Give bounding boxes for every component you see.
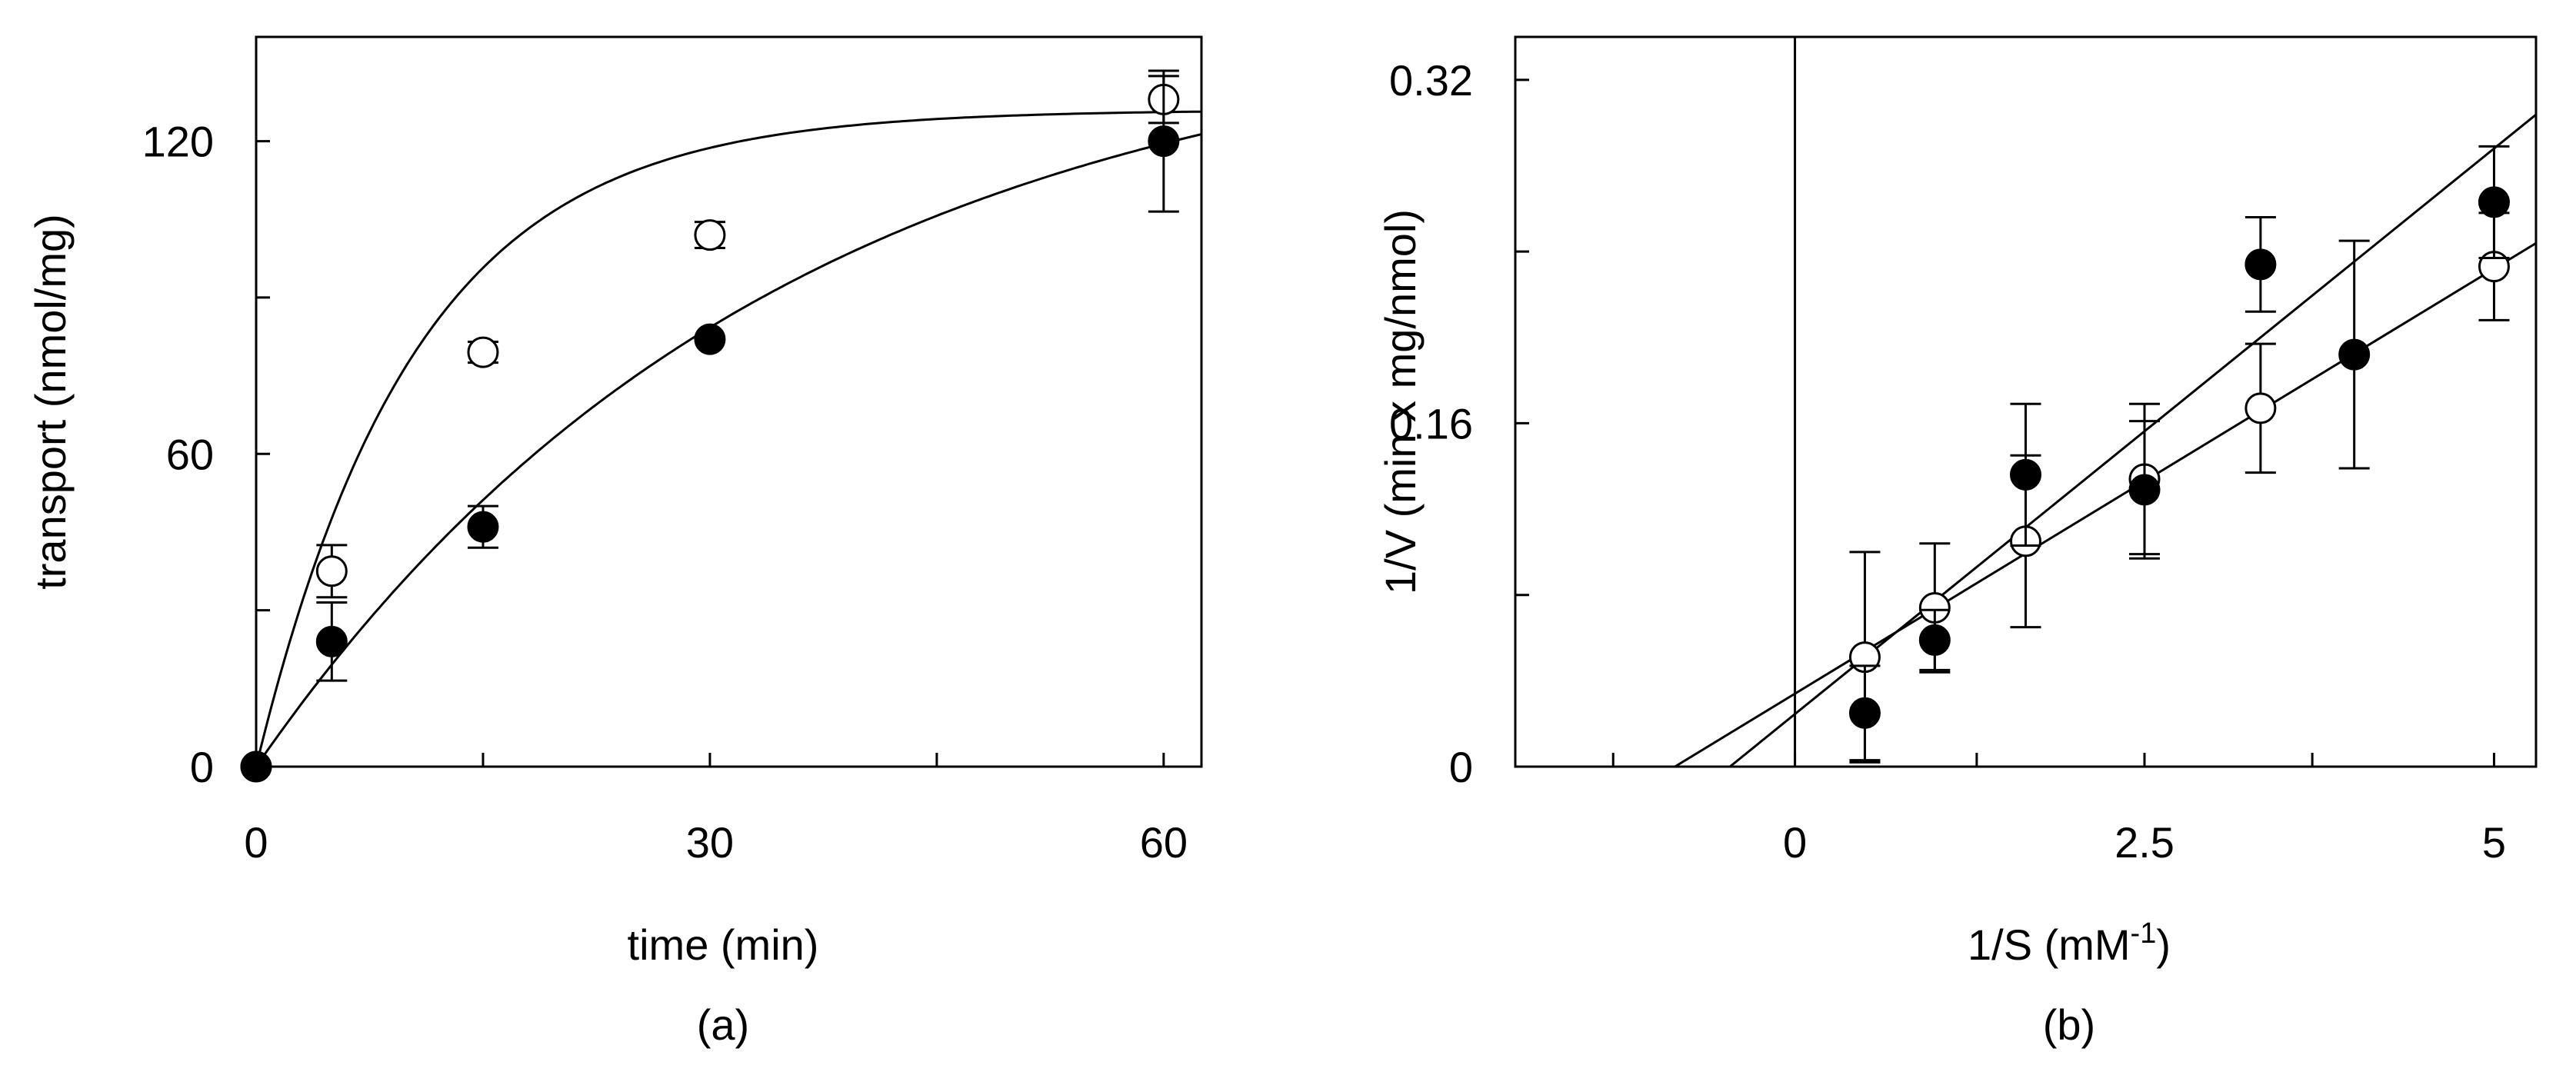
chart-panel-b: 0 2.5 5 0 0.16 0.32 1/S (mM-1) 1/V (min x mg/nm… (1376, 35, 2538, 1049)
x-tick-label: 0 (244, 818, 268, 867)
y-tick-label: 0.32 (1389, 56, 1473, 105)
data-point-open (467, 336, 499, 368)
x-axis-title: 1/S (mM-1) (1968, 917, 2171, 969)
y-tick-label: 0 (1449, 743, 1473, 791)
fit-curve-series-1 (256, 133, 1201, 767)
x-tick-label: 30 (686, 818, 734, 867)
data-point-filled (315, 625, 348, 657)
data-point-filled (2010, 458, 2041, 491)
panel-label: (b) (2043, 1000, 2095, 1049)
fit-curve-series-0 (256, 110, 1201, 767)
y-tick-label: 60 (166, 430, 214, 478)
plot-frame (1514, 35, 2538, 768)
data-point-filled (1918, 624, 1951, 656)
x-axis-title-superscript: -1 (2131, 917, 2157, 950)
chart-panel-a: 0 30 60 0 60 120 time (min) transport (nmol/mg)… (26, 35, 1203, 1049)
plot-frame (255, 35, 1203, 768)
data-point-open (315, 555, 348, 587)
data-point-filled (2128, 474, 2161, 506)
y-axis-title: transport (nmol/mg) (26, 214, 75, 590)
x-tick-label: 2.5 (2114, 818, 2174, 867)
y-tick-label: 120 (142, 118, 214, 166)
x-tick-label: 0 (1783, 818, 1807, 867)
y-axis-title: 1/V (min x mg/nmol) (1376, 209, 1425, 594)
x-tick-label: 5 (2482, 818, 2506, 867)
x-axis-title-main: 1/S (mM (1968, 920, 2131, 969)
data-point-open (694, 219, 726, 251)
data-point-filled (2338, 338, 2371, 371)
data-point-filled (1148, 125, 1180, 158)
data-point-open (2244, 392, 2277, 424)
x-axis-title-main: time (min) (628, 920, 819, 969)
data-point-filled (2244, 248, 2277, 281)
x-axis-title: time (min) (628, 920, 819, 969)
fit-curve-series-0 (1672, 242, 2536, 767)
data-point-filled (467, 511, 499, 543)
data-point-filled (1848, 697, 1881, 729)
data-point-filled (240, 751, 272, 783)
x-axis-title-close: ) (2156, 920, 2171, 969)
x-tick-label: 60 (1140, 818, 1188, 867)
y-tick-label: 0.16 (1389, 399, 1473, 448)
y-tick-label: 0 (190, 743, 214, 791)
fit-curve-series-1 (1728, 113, 2536, 767)
data-point-filled (2478, 186, 2510, 218)
data-point-filled (694, 323, 726, 355)
panel-label: (a) (697, 1000, 749, 1049)
